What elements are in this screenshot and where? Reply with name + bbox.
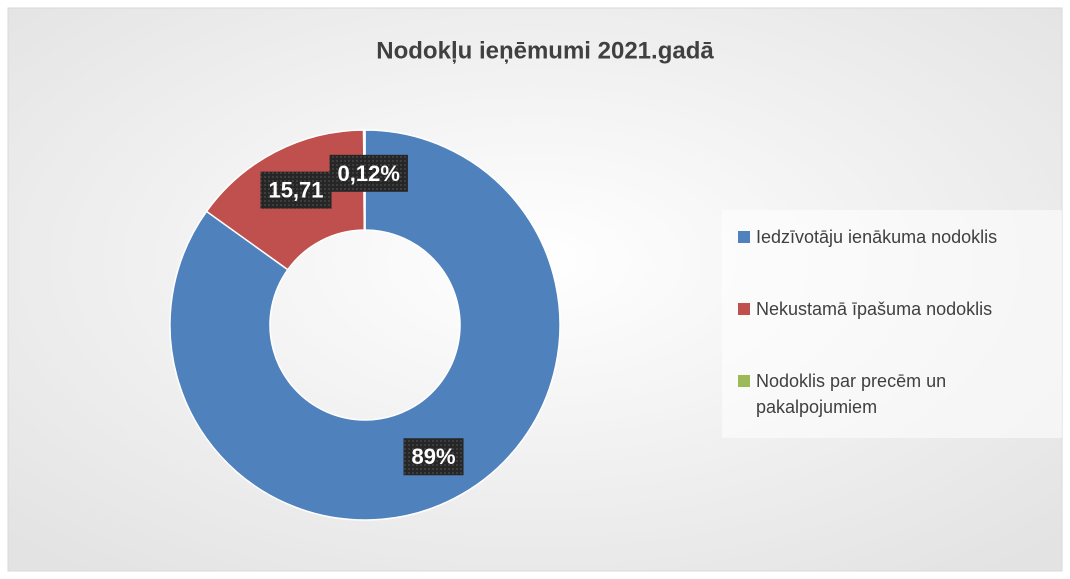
data-label-text: 15,71 — [268, 178, 323, 203]
legend-swatch — [738, 303, 750, 315]
legend-label: Nodoklis par precēm un pakalpojumiem — [756, 371, 947, 417]
data-label-box — [260, 171, 332, 209]
data-label: 89% — [403, 438, 464, 476]
data-label: 0,12% — [329, 154, 408, 192]
data-label-text: 0,12% — [338, 161, 400, 186]
chart-title: Nodokļu ieņēmumi 2021.gadā — [376, 37, 714, 64]
data-label: 15,71 — [260, 171, 332, 209]
donut-slice — [169, 129, 561, 521]
data-label-text: 89% — [411, 444, 455, 469]
legend-swatch — [738, 231, 750, 243]
legend: Iedzīvotāju ienākuma nodoklis Nekustamā ī… — [722, 210, 1062, 438]
data-label-box — [329, 154, 408, 192]
legend-item: Iedzīvotāju ienākuma nodoklis — [738, 224, 1058, 250]
legend-label: Iedzīvotāju ienākuma nodoklis — [756, 227, 998, 247]
data-label-box — [403, 438, 464, 476]
legend-item: Nekustamā īpašuma nodoklis — [738, 296, 1058, 322]
legend-label: Nekustamā īpašuma nodoklis — [756, 299, 993, 319]
legend-item: Nodoklis par precēm un pakalpojumiem — [738, 368, 1058, 420]
legend-swatch — [738, 375, 750, 387]
